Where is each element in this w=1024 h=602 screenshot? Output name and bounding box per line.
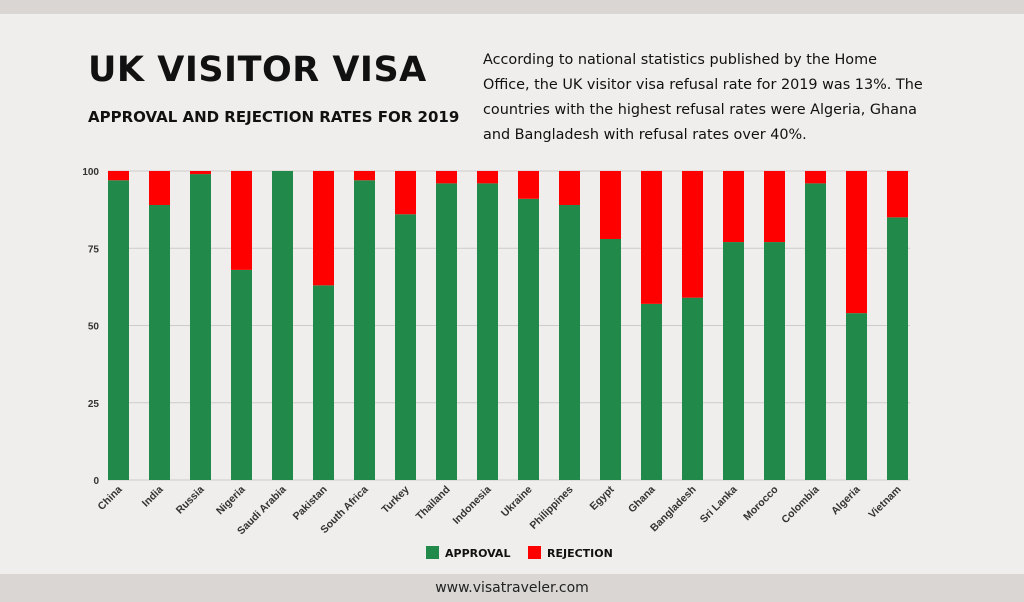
bar-rejection <box>149 171 170 205</box>
x-tick-label: Thailand <box>414 484 453 523</box>
gridlines <box>108 170 910 481</box>
legend: APPROVAL REJECTION <box>426 546 613 560</box>
bar-approval <box>641 303 662 480</box>
description-text: According to national statistics publish… <box>483 52 923 143</box>
bar-approval <box>682 297 703 480</box>
bar-rejection <box>231 171 252 270</box>
bar-rejection <box>641 171 662 304</box>
y-tick-label: 0 <box>93 476 99 487</box>
bar-rejection <box>108 171 129 181</box>
x-tick-label: India <box>140 484 166 510</box>
legend-swatch <box>528 546 541 559</box>
legend-label: REJECTION <box>547 547 613 560</box>
y-tick-label: 75 <box>88 244 100 255</box>
page-subtitle: APPROVAL AND REJECTION RATES FOR 2019 <box>88 108 460 126</box>
bar-approval <box>764 242 785 480</box>
bar-rejection <box>600 171 621 239</box>
bar-rejection <box>190 171 211 175</box>
legend-label: APPROVAL <box>445 547 510 560</box>
bar-approval <box>395 214 416 480</box>
bar-approval <box>723 242 744 480</box>
x-tick-label: Indonesia <box>450 484 493 527</box>
bar-rejection <box>887 171 908 218</box>
bottom-band <box>0 574 1024 602</box>
y-tick-label: 25 <box>88 399 100 410</box>
bar-rejection <box>682 171 703 298</box>
bar-approval <box>805 183 826 481</box>
x-tick-label: Ghana <box>626 484 658 516</box>
bar-rejection <box>764 171 785 243</box>
y-tick-label: 50 <box>88 322 100 333</box>
bar-approval <box>190 174 211 480</box>
bar-rejection <box>805 171 826 184</box>
x-tick-label: Morocco <box>741 484 780 523</box>
bar-approval <box>149 204 170 481</box>
bar-approval <box>887 217 908 480</box>
bar-series <box>108 171 908 481</box>
x-tick-label: Vietnam <box>866 484 903 521</box>
bar-rejection <box>846 171 867 314</box>
bar-rejection <box>436 171 457 184</box>
bar-rejection <box>395 171 416 215</box>
bar-approval <box>272 171 293 480</box>
x-tick-label: China <box>96 484 125 513</box>
x-tick-label: Turkey <box>379 484 411 516</box>
x-tick-label: Nigeria <box>214 484 248 518</box>
x-tick-label: Pakistan <box>291 484 330 523</box>
y-tick-label: 100 <box>82 167 99 178</box>
bar-rejection <box>313 171 334 286</box>
y-axis-ticks: 0 25 50 75 100 <box>82 167 99 487</box>
x-tick-label: Philippines <box>528 484 576 532</box>
bar-approval <box>108 180 129 480</box>
bar-approval <box>231 269 252 480</box>
top-band <box>0 0 1024 14</box>
bar-rejection <box>559 171 580 205</box>
legend-swatch <box>426 546 439 559</box>
bar-approval <box>313 285 334 480</box>
bar-approval <box>477 183 498 481</box>
x-tick-label: Egypt <box>588 483 617 512</box>
bar-rejection <box>518 171 539 199</box>
x-tick-label: Russia <box>174 484 207 517</box>
bar-approval <box>436 183 457 481</box>
footer-url: www.visatraveler.com <box>435 580 589 596</box>
bar-approval <box>600 238 621 480</box>
bar-approval <box>354 180 375 480</box>
bar-approval <box>518 198 539 480</box>
bar-approval <box>846 313 867 480</box>
bar-approval <box>559 204 580 481</box>
bar-rejection <box>354 171 375 181</box>
x-tick-label: Sri Lanka <box>698 484 740 526</box>
bar-rejection <box>723 171 744 243</box>
x-tick-label: Colombia <box>779 484 821 526</box>
x-tick-label: Ukraine <box>499 484 535 520</box>
bar-rejection <box>477 171 498 184</box>
page-title: UK VISITOR VISA <box>88 50 427 90</box>
x-tick-label: Algeria <box>829 484 863 518</box>
